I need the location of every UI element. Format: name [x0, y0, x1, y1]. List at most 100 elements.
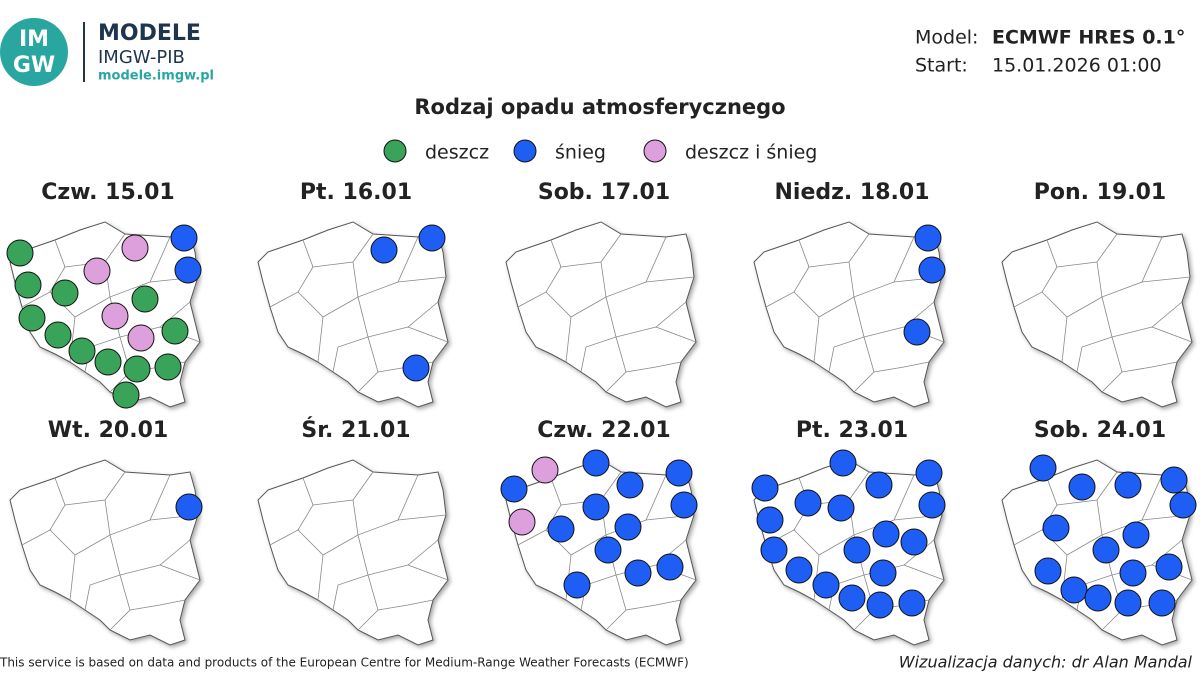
dot [418, 224, 446, 252]
dot [14, 271, 42, 299]
dot [670, 491, 698, 519]
dot [44, 321, 72, 349]
dot [614, 513, 642, 541]
start-label: Start: [915, 55, 968, 77]
dot [869, 559, 897, 587]
day-label: Sob. 24.01 [1034, 418, 1166, 443]
dot [1169, 491, 1197, 519]
author: Wizualizacja danych: dr Alan Mandal [899, 653, 1193, 672]
dot [101, 302, 129, 330]
dot [123, 355, 151, 383]
dot [174, 256, 202, 284]
dot [624, 559, 652, 587]
dot [898, 589, 926, 617]
dot [903, 318, 931, 346]
dot [582, 493, 610, 521]
dot [370, 236, 398, 264]
day-label: Pon. 19.01 [1034, 180, 1167, 205]
dot [1155, 553, 1183, 581]
legend-swatch [643, 139, 667, 163]
logo-text: IM [19, 27, 49, 52]
map [1002, 222, 1192, 407]
day-label: Pt. 16.01 [300, 180, 412, 205]
day-label: Niedz. 18.01 [774, 180, 929, 205]
day-label: Pt. 23.01 [796, 418, 908, 443]
dot [175, 493, 203, 521]
url: modele.imgw.pl [98, 69, 214, 84]
dot [785, 556, 813, 584]
dot [51, 279, 79, 307]
map [506, 222, 696, 407]
dot [843, 536, 871, 564]
dot [121, 234, 149, 262]
dot [1092, 536, 1120, 564]
legend-swatch [383, 139, 407, 163]
org: IMGW-PIB [98, 47, 185, 68]
dot [665, 459, 693, 487]
title: Rodzaj opadu atmosferycznego [414, 95, 785, 119]
dot [1084, 584, 1112, 612]
dot [900, 528, 928, 556]
day-label: Sob. 17.01 [538, 180, 670, 205]
day-label: Śr. 21.01 [301, 417, 410, 443]
dot [829, 449, 857, 477]
dot [1042, 514, 1070, 542]
dot [6, 239, 34, 267]
dot [866, 591, 894, 619]
dot [616, 471, 644, 499]
dot [1148, 589, 1176, 617]
dot [563, 571, 591, 599]
dot [656, 553, 684, 581]
dot [827, 494, 855, 522]
dot [1122, 521, 1150, 549]
dot [918, 256, 946, 284]
map [258, 460, 448, 645]
credit: This service is based on data and produc… [0, 656, 689, 670]
dot [68, 337, 96, 365]
dot [582, 449, 610, 477]
brand: MODELE [98, 21, 201, 46]
dot [531, 456, 559, 484]
start-value: 15.01.2026 01:00 [992, 55, 1162, 77]
map [754, 222, 944, 407]
dot [500, 475, 528, 503]
map [10, 460, 200, 645]
dot [1068, 473, 1096, 501]
content: deszcz śnieg deszcz i śnieg Czw. 15.01 Pt. 1… [6, 139, 1197, 645]
legend-label: deszcz [425, 142, 489, 164]
dot [18, 304, 46, 332]
dot [794, 489, 822, 517]
dot [915, 459, 943, 487]
dot [154, 353, 182, 381]
dot [594, 536, 622, 564]
dot [1119, 559, 1147, 587]
dot [812, 571, 840, 599]
dot [131, 285, 159, 313]
dot [838, 584, 866, 612]
dot [547, 515, 575, 543]
legend-label: deszcz i śnieg [685, 142, 817, 164]
day-label: Czw. 15.01 [41, 180, 174, 205]
dot [1114, 471, 1142, 499]
dot [751, 474, 779, 502]
legend-label: śnieg [555, 142, 606, 164]
dot [1029, 454, 1057, 482]
dot [1114, 589, 1142, 617]
dot [508, 508, 536, 536]
dot [161, 317, 189, 345]
logo-text: GW [13, 53, 55, 78]
dot [83, 257, 111, 285]
dot [918, 491, 946, 519]
model-value: ECMWF HRES 0.1° [992, 27, 1185, 49]
dot [1160, 466, 1188, 494]
dot [872, 520, 900, 548]
dot [94, 348, 122, 376]
legend-swatch [513, 139, 537, 163]
day-label: Czw. 22.01 [537, 418, 670, 443]
dot [756, 506, 784, 534]
dot [127, 324, 155, 352]
dot [402, 354, 430, 382]
dot [760, 536, 788, 564]
dot [170, 224, 198, 252]
